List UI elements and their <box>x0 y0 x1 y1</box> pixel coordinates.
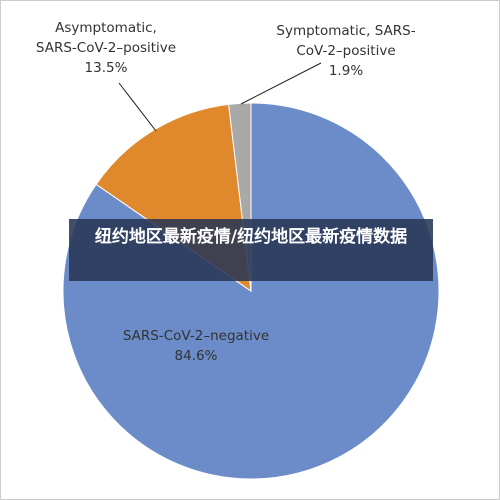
slice-label: Symptomatic, SARS-CoV-2–positive 1.9% <box>270 21 423 81</box>
leader-line <box>118 82 157 132</box>
value-label: 13.5% <box>84 60 128 76</box>
value-label: 1.9% <box>328 63 364 79</box>
category-label: Asymptomatic, SARS-CoV-2–positive <box>35 20 177 56</box>
slice-label: SARS-CoV-2–negative 84.6% <box>123 326 269 366</box>
category-label: SARS-CoV-2–negative <box>122 328 270 344</box>
overlay-title: 纽约地区最新疫情/纽约地区最新疫情数据 <box>94 227 408 247</box>
leader-line <box>240 62 322 105</box>
slice-label: Asymptomatic, SARS-CoV-2–positive 13.5% <box>36 18 176 78</box>
overlay-banner: 纽约地区最新疫情/纽约地区最新疫情数据 <box>69 219 433 281</box>
category-label: Symptomatic, SARS-CoV-2–positive <box>276 23 416 59</box>
value-label: 84.6% <box>174 348 218 364</box>
